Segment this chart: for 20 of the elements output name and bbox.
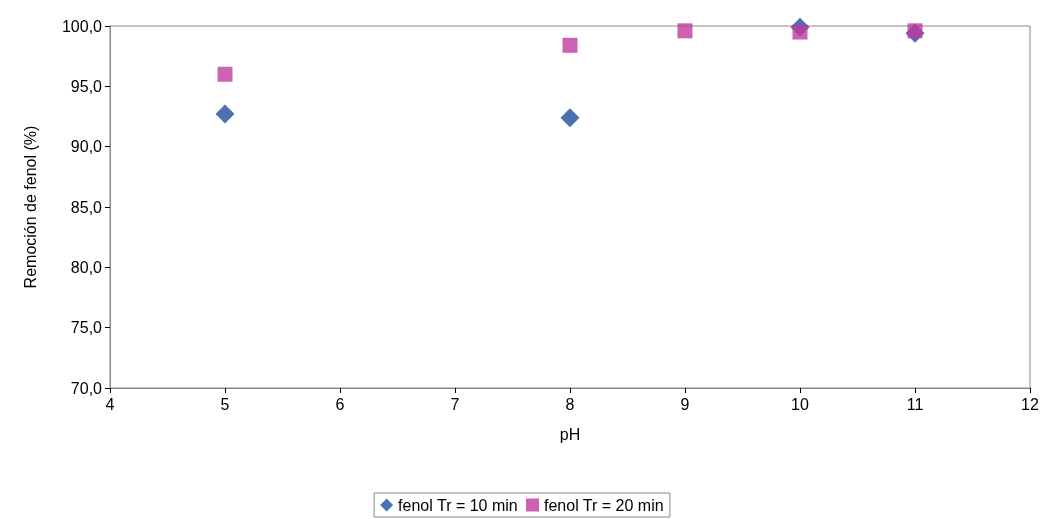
y-tick-label: 100,0 [61, 17, 103, 35]
y-tick-label: 90,0 [70, 138, 103, 156]
y-tick-label: 80,0 [70, 258, 103, 276]
legend-label: fenol Tr = 10 min [398, 496, 518, 514]
y-tick-label: 95,0 [70, 77, 103, 95]
x-tick-label: 5 [220, 395, 230, 413]
x-axis-title: pH [559, 425, 581, 443]
x-tick-label: 7 [450, 395, 460, 413]
y-tick-label: 85,0 [70, 198, 103, 216]
x-tick-label: 12 [1021, 395, 1039, 413]
y-axis-title: Remoción de fenol (%) [21, 125, 39, 289]
x-tick-label: 10 [791, 395, 809, 413]
x-tick-label: 4 [105, 395, 115, 413]
x-tick-label: 9 [680, 395, 690, 413]
x-tick-label: 11 [906, 395, 924, 413]
x-tick-label: 6 [335, 395, 345, 413]
x-tick-label: 8 [565, 395, 575, 413]
y-tick-label: 70,0 [70, 379, 103, 397]
legend-label: fenol Tr = 20 min [544, 496, 664, 514]
y-tick-label: 75,0 [70, 319, 103, 337]
